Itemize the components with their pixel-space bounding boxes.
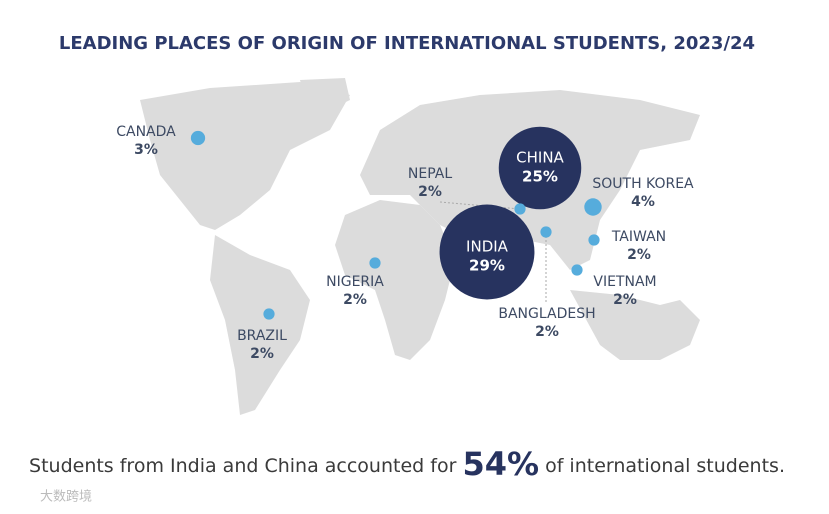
value-label: 2% [418,184,442,200]
bubble [369,257,381,269]
value-label: 2% [627,247,651,263]
footnote: Students from India and China accounted … [29,445,785,483]
country-label: BANGLADESH [498,306,595,322]
country-label: BRAZIL [237,328,287,344]
country-label: NEPAL [408,166,452,182]
country-label: CHINA [516,149,564,167]
bubble [584,198,602,216]
bubble [588,234,600,246]
bubble [540,226,552,238]
footnote-text: Students from India and China accounted … [29,455,457,477]
world-map [140,78,700,415]
country-label: CANADA [116,124,176,140]
value-label: 3% [134,142,158,158]
country-label: SOUTH KOREA [592,176,694,192]
bubble [263,308,275,320]
value-label: 29% [469,257,505,275]
value-label: 25% [522,168,558,186]
value-label: 4% [631,194,655,210]
north-america [140,82,350,230]
bubble [498,126,582,210]
title: LEADING PLACES OF ORIGIN OF INTERNATIONA… [59,33,755,54]
africa [335,200,455,360]
bubble [514,203,526,215]
country-label: TAIWAN [611,229,666,245]
bubble [190,130,206,146]
greenland [300,78,350,112]
value-label: 2% [343,292,367,308]
country-label: INDIA [466,238,509,256]
country-label: NIGERIA [326,274,384,290]
footnote-highlight: 54% [462,445,539,483]
country-label: VIETNAM [593,274,656,290]
oceania [570,290,700,360]
south-america [210,235,310,415]
footnote-text: of international students. [545,455,785,477]
value-label: 2% [250,346,274,362]
bubble [571,264,583,276]
bubble [439,204,535,300]
value-label: 2% [535,324,559,340]
value-label: 2% [613,292,637,308]
watermark: 大数跨境 [40,490,92,505]
